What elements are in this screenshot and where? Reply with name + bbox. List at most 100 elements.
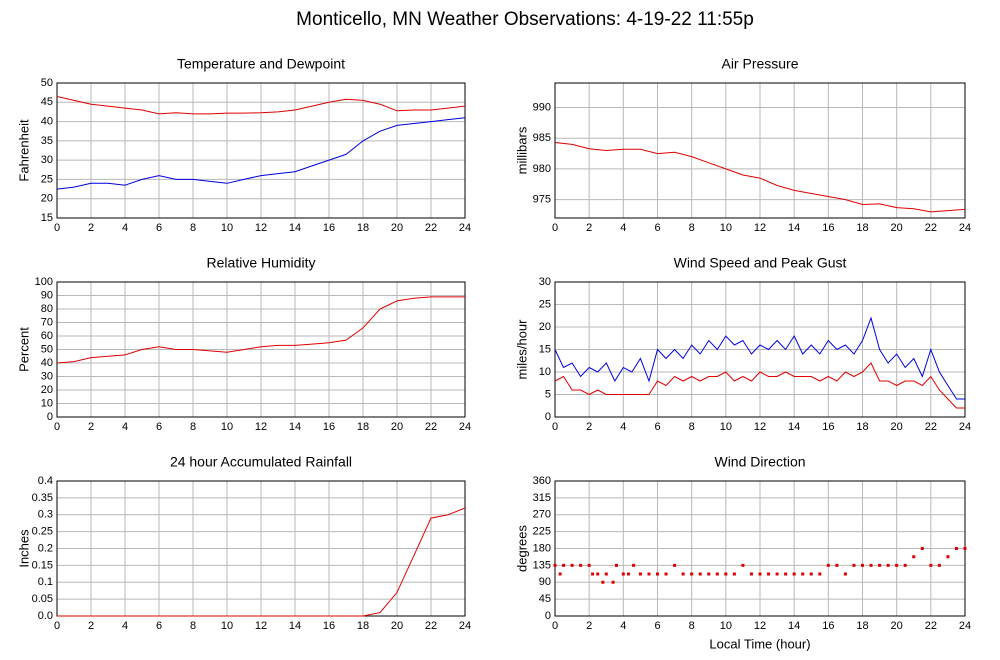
data-point [946, 555, 950, 559]
data-point [673, 563, 677, 567]
x-tick-label: 22 [425, 222, 437, 234]
chart-title: Wind Direction [714, 454, 805, 470]
x-tick-label: 20 [891, 620, 903, 632]
x-tick-label: 10 [221, 421, 233, 433]
x-tick-label: 10 [720, 222, 732, 234]
x-tick-label: 14 [788, 222, 800, 234]
data-point [664, 572, 668, 576]
x-tick-label: 8 [689, 421, 695, 433]
x-tick-label: 16 [822, 222, 834, 234]
data-point [767, 572, 771, 576]
x-tick-label: 22 [425, 620, 437, 632]
x-tick-label: 2 [586, 222, 592, 234]
data-point [562, 563, 566, 567]
data-point [869, 563, 873, 567]
x-tick-label: 4 [620, 620, 626, 632]
y-tick-label: 0.05 [32, 593, 53, 605]
x-tick-label: 12 [754, 620, 766, 632]
y-tick-label: 50 [41, 77, 53, 89]
x-tick-label: 4 [122, 421, 128, 433]
chart-title: Temperature and Dewpoint [177, 56, 345, 72]
data-point [903, 563, 907, 567]
data-point [963, 547, 967, 550]
data-point [920, 547, 924, 550]
y-tick-label: 0.4 [38, 475, 53, 487]
x-axis-label: Local Time (hour) [709, 636, 810, 651]
x-tick-label: 4 [122, 222, 128, 234]
x-tick-label: 10 [720, 421, 732, 433]
x-tick-label: 16 [822, 421, 834, 433]
x-tick-label: 0 [54, 222, 60, 234]
x-tick-label: 6 [156, 222, 162, 234]
y-tick-label: 20 [41, 193, 53, 205]
x-tick-label: 0 [552, 222, 558, 234]
data-point [579, 563, 583, 567]
y-axis-label: miles/hour [514, 319, 529, 380]
data-point [587, 563, 591, 567]
y-tick-label: 30 [539, 276, 551, 288]
y-tick-label: 15 [539, 343, 551, 355]
y-tick-label: 25 [41, 173, 53, 185]
x-tick-label: 24 [959, 222, 971, 234]
y-tick-label: 30 [41, 154, 53, 166]
x-tick-label: 8 [190, 620, 196, 632]
y-tick-label: 975 [533, 193, 551, 205]
data-point [615, 563, 618, 567]
plot-frame [56, 281, 466, 418]
y-tick-label: 0.2 [38, 542, 53, 554]
data-point [553, 563, 557, 567]
y-tick-label: 0 [545, 610, 551, 622]
data-point [632, 563, 636, 567]
data-point [596, 572, 600, 576]
x-tick-label: 2 [88, 620, 94, 632]
y-tick-label: 985 [533, 132, 551, 144]
x-tick-label: 22 [925, 222, 937, 234]
y-tick-label: 40 [41, 115, 53, 127]
y-tick-label: 50 [41, 343, 53, 355]
chart-title: 24 hour Accumulated Rainfall [170, 454, 352, 470]
x-tick-label: 10 [221, 222, 233, 234]
data-point [886, 563, 890, 567]
x-tick-label: 20 [891, 222, 903, 234]
data-point [591, 572, 595, 576]
x-tick-label: 0 [552, 421, 558, 433]
plot-frame [56, 82, 466, 219]
data-line [56, 117, 466, 190]
x-tick-label: 2 [88, 421, 94, 433]
x-tick-label: 16 [323, 620, 335, 632]
data-point [611, 580, 615, 584]
data-point [792, 572, 796, 576]
x-tick-label: 14 [788, 421, 800, 433]
data-line [554, 362, 965, 409]
y-tick-label: 100 [35, 276, 53, 288]
y-tick-label: 360 [533, 475, 551, 487]
data-point [835, 563, 839, 567]
y-tick-label: 60 [41, 330, 53, 342]
x-tick-label: 14 [289, 222, 301, 234]
y-tick-label: 315 [533, 492, 551, 504]
data-point [626, 572, 630, 576]
x-tick-label: 6 [156, 620, 162, 632]
data-point [937, 563, 941, 567]
data-point [707, 572, 711, 576]
x-tick-label: 12 [754, 222, 766, 234]
x-tick-label: 24 [459, 222, 471, 234]
x-tick-label: 22 [925, 620, 937, 632]
x-tick-label: 18 [856, 222, 868, 234]
x-tick-label: 0 [54, 620, 60, 632]
y-axis-label: degrees [514, 525, 529, 572]
chart-title: Air Pressure [721, 56, 798, 72]
x-tick-label: 16 [323, 421, 335, 433]
data-point [656, 572, 659, 576]
x-tick-label: 24 [959, 620, 971, 632]
x-tick-label: 8 [190, 421, 196, 433]
y-tick-label: 180 [533, 542, 551, 554]
x-tick-label: 6 [654, 222, 660, 234]
x-tick-label: 24 [459, 620, 471, 632]
data-point [912, 555, 916, 559]
data-point [558, 572, 562, 576]
y-tick-label: 0 [545, 411, 551, 423]
data-point [826, 563, 830, 567]
